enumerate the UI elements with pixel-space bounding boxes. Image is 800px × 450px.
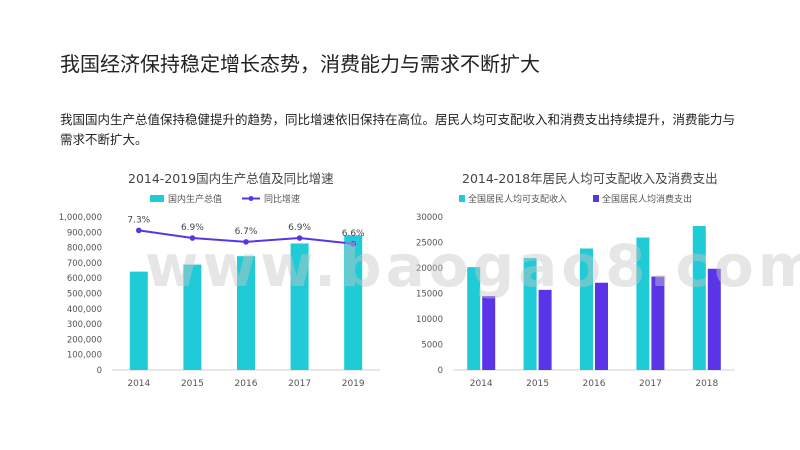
y-tick-label: 700,000 [67,259,102,269]
gdp-bar [237,256,255,370]
x-tick-label: 2015 [526,379,549,389]
y-tick-label: 0 [97,366,102,376]
x-tick-label: 2018 [695,379,718,389]
income-bar [692,226,706,370]
growth-point [189,235,196,241]
y-tick-label: 300,000 [67,320,102,330]
y-tick-label: 25000 [416,239,443,249]
growth-point [350,240,357,247]
legend-label-gdp: 国内生产总值 [168,193,222,205]
consumption-bar [707,268,721,370]
y-tick-label: 15000 [416,290,443,300]
gdp-chart-title: 2014-2019国内生产总值及同比增速 [128,171,334,186]
y-tick-label: 900,000 [67,228,102,238]
income-bar [523,257,537,370]
consumption-bar [538,289,552,370]
consumption-bar [482,296,496,370]
gdp-bar [344,235,363,370]
growth-data-label: 6.6% [342,229,365,239]
legend-label-income: 全国居民人均可支配收入 [468,193,567,205]
growth-data-label: 6.9% [181,223,204,233]
gdp-bar [183,264,202,370]
legend-label-consumption: 全国居民人均消费支出 [602,193,692,205]
x-tick-label: 2017 [288,379,311,389]
y-tick-label: 600,000 [67,274,102,284]
x-tick-label: 2016 [235,379,258,389]
income-chart-legend: 全国居民人均可支配收入 全国居民人均消费支出 [459,193,692,205]
growth-data-label: 6.9% [288,223,311,233]
y-tick-label: 200,000 [67,335,102,345]
x-tick-label: 2016 [583,379,606,389]
growth-data-label: 7.3% [127,215,150,225]
income-chart-title: 2014-2018年居民人均可支配收入及消费支出 [462,171,718,186]
consumption-bar [595,282,608,370]
growth-point [136,227,142,234]
x-tick-label: 2019 [342,379,365,389]
y-tick-label: 30000 [416,213,443,223]
income-bar [580,248,593,370]
consumption-bar [651,276,665,370]
gdp-bar [129,271,148,370]
y-tick-label: 500,000 [67,290,102,300]
legend-label-growth: 同比增速 [264,193,300,205]
income-bar [636,237,650,370]
y-tick-label: 5000 [421,341,443,351]
x-tick-label: 2015 [181,379,204,389]
legend-swatch-gdp [150,195,164,202]
x-tick-label: 2014 [127,379,150,389]
legend-swatch-consumption [593,195,599,202]
gdp-bar [290,243,309,370]
growth-data-label: 6.7% [235,227,258,237]
y-tick-label: 0 [438,366,443,376]
growth-point [296,235,303,241]
y-tick-label: 20000 [416,264,443,274]
legend-marker-growth [248,196,254,201]
page-description: 我国国内生产总值保持稳健提升的趋势，同比增速依旧保持在高位。居民人均可支配收入和… [60,112,736,147]
y-tick-label: 100,000 [67,351,102,361]
page-title: 我国经济保持稳定增长态势，消费能力与需求不断扩大 [60,52,540,76]
growth-point [243,239,249,245]
gdp-chart-legend: 国内生产总值 同比增速 [150,193,300,205]
y-tick-label: 800,000 [67,244,102,254]
gdp-chart: 国内生产总值 同比增速 1,000,000 900,000 800,000 700,000… [59,193,380,389]
y-tick-label: 400,000 [67,305,102,315]
y-tick-label: 1,000,000 [59,213,102,223]
income-chart: 全国居民人均可支配收入 全国居民人均消费支出 30000 25000 20000 1500… [416,193,735,389]
x-tick-label: 2017 [639,379,662,389]
legend-swatch-income [459,195,465,202]
x-tick-label: 2014 [470,379,493,389]
y-tick-label: 10000 [416,315,443,325]
income-bar [467,267,481,370]
